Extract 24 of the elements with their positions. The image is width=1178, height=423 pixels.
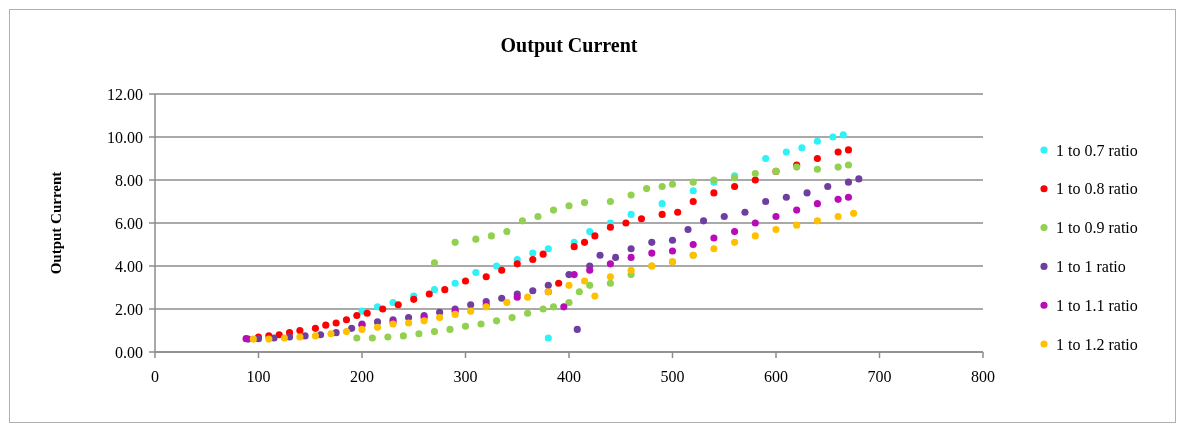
y-tick-label: 12.00 <box>107 85 143 103</box>
y-tick-label: 8.00 <box>115 171 143 189</box>
x-tick-label: 100 <box>246 368 271 385</box>
chart-title: Output Current <box>500 34 638 57</box>
x-tick-label: 700 <box>867 368 892 385</box>
x-tick-label: 0 <box>151 368 159 385</box>
legend-label: 1 to 0.7 ratio <box>1056 141 1138 159</box>
x-tick-label: 600 <box>764 368 788 385</box>
x-tick-label: 200 <box>350 368 374 385</box>
y-tick-label: 10.00 <box>107 128 143 146</box>
y-tick-label: 0.00 <box>115 343 143 361</box>
x-tick-label: 300 <box>453 368 478 385</box>
legend-label: 1 to 1.2 ratio <box>1056 335 1138 353</box>
y-tick-label: 6.00 <box>115 214 143 232</box>
x-tick-label: 800 <box>971 368 995 385</box>
legend-label: 1 to 1 ratio <box>1056 258 1126 275</box>
legend-label: 1 to 0.9 ratio <box>1056 219 1138 237</box>
legend-label: 1 to 0.8 ratio <box>1056 180 1138 198</box>
legend-label: 1 to 1.1 ratio <box>1056 296 1138 314</box>
y-tick-label: 2.00 <box>115 300 143 318</box>
y-tick-label: 4.00 <box>115 257 143 275</box>
y-axis-title: Output Current <box>48 171 64 275</box>
x-tick-label: 400 <box>557 368 581 385</box>
x-tick-label: 500 <box>660 368 685 385</box>
